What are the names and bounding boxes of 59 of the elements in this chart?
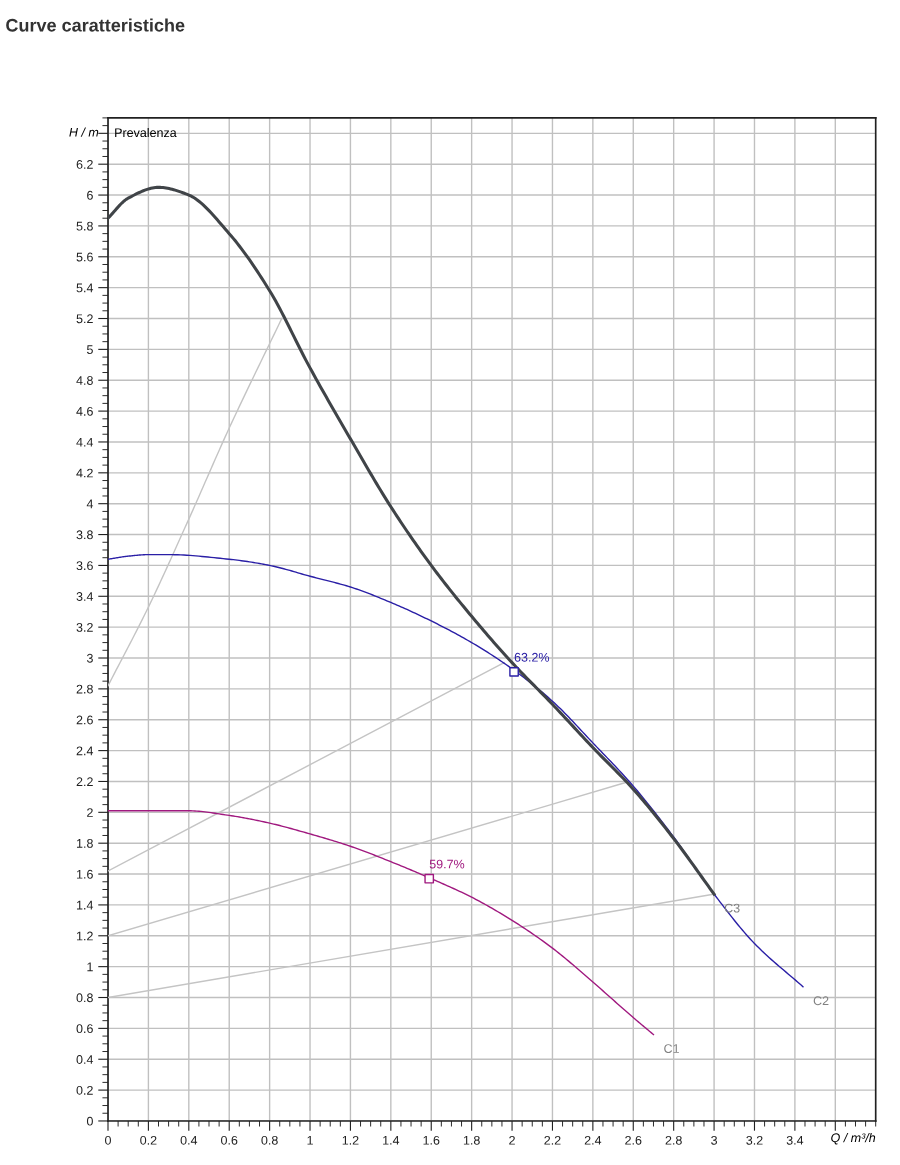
x-tick-label: 1.6: [423, 1135, 440, 1145]
y-axis-title: H / m: [69, 127, 99, 137]
x-tick-label: 3: [711, 1135, 718, 1145]
y-tick-label: 0.8: [76, 993, 93, 1003]
y-tick-label: 2.8: [76, 684, 93, 694]
x-tick-label: 1: [307, 1136, 313, 1145]
x-tick-label: 3.2: [746, 1135, 763, 1145]
x-axis-title: Q / m³/h: [831, 1133, 876, 1145]
x-tick-label: 2.4: [584, 1135, 602, 1145]
x-tick-label: 2.2: [544, 1135, 561, 1145]
y-tick-label: 4.8: [76, 376, 93, 385]
y-tick-label: 0: [86, 1116, 93, 1126]
annotation: 63.2%: [514, 652, 550, 662]
x-tick-label: 2.6: [625, 1135, 642, 1145]
x-tick-label: 0.2: [140, 1135, 157, 1145]
y-tick-label: 5.4: [76, 283, 94, 293]
y-tick-label: 5.2: [76, 314, 93, 324]
y-tick-label: 2.2: [76, 777, 93, 786]
y-tick-label: 4.4: [76, 437, 94, 447]
y-tick-label: 5.6: [76, 252, 93, 262]
y-tick-label: 5: [86, 345, 93, 355]
chart-title: Curve caratteristiche: [6, 18, 185, 32]
y-tick-label: 4.6: [76, 406, 93, 416]
y-tick-label: 6.2: [76, 159, 93, 169]
y-tick-label: 4: [86, 499, 94, 509]
x-tick-label: 1.4: [383, 1136, 400, 1145]
x-tick-label: 0: [105, 1135, 111, 1145]
series-label: C1: [664, 1044, 679, 1053]
y-tick-label: 3.2: [76, 622, 93, 632]
x-tick-label: 1.8: [463, 1135, 480, 1145]
y-tick-label: 5.8: [76, 221, 93, 231]
series-label: C3: [724, 903, 740, 913]
y-tick-label: 2.6: [76, 715, 93, 725]
y-tick-label: 0.6: [76, 1024, 93, 1034]
x-tick-label: 3.4: [786, 1135, 804, 1145]
y-tick-label: 4.2: [76, 468, 93, 478]
x-tick-label: 0.8: [261, 1135, 278, 1145]
annotation: 59.7%: [429, 859, 465, 869]
y-tick-label: 3: [86, 653, 93, 663]
y-tick-label: 1.6: [76, 869, 93, 879]
x-tick-label: 1.2: [342, 1135, 359, 1145]
y-tick-label: 1.2: [76, 931, 93, 941]
y-tick-label: 3.6: [76, 561, 93, 571]
y-tick-label: 2: [87, 808, 93, 817]
y-tick-label: 3.8: [76, 530, 93, 540]
y-tick-label: 1: [87, 962, 93, 972]
y-tick-label: 1.4: [76, 900, 94, 910]
annotation: Prevalenza: [115, 127, 177, 138]
y-tick-label: 6: [87, 190, 93, 200]
y-tick-label: 2.4: [76, 746, 94, 756]
y-tick-label: 1.8: [76, 838, 93, 848]
x-tick-label: 2.8: [665, 1135, 682, 1145]
x-tick-label: 0.6: [221, 1135, 238, 1145]
y-tick-label: 0.2: [76, 1085, 93, 1095]
y-tick-label: 3.4: [76, 592, 94, 601]
x-tick-label: 0.4: [180, 1135, 198, 1145]
y-tick-label: 0.4: [76, 1055, 94, 1064]
series-label: C2: [813, 996, 829, 1006]
x-tick-label: 2: [509, 1135, 515, 1145]
